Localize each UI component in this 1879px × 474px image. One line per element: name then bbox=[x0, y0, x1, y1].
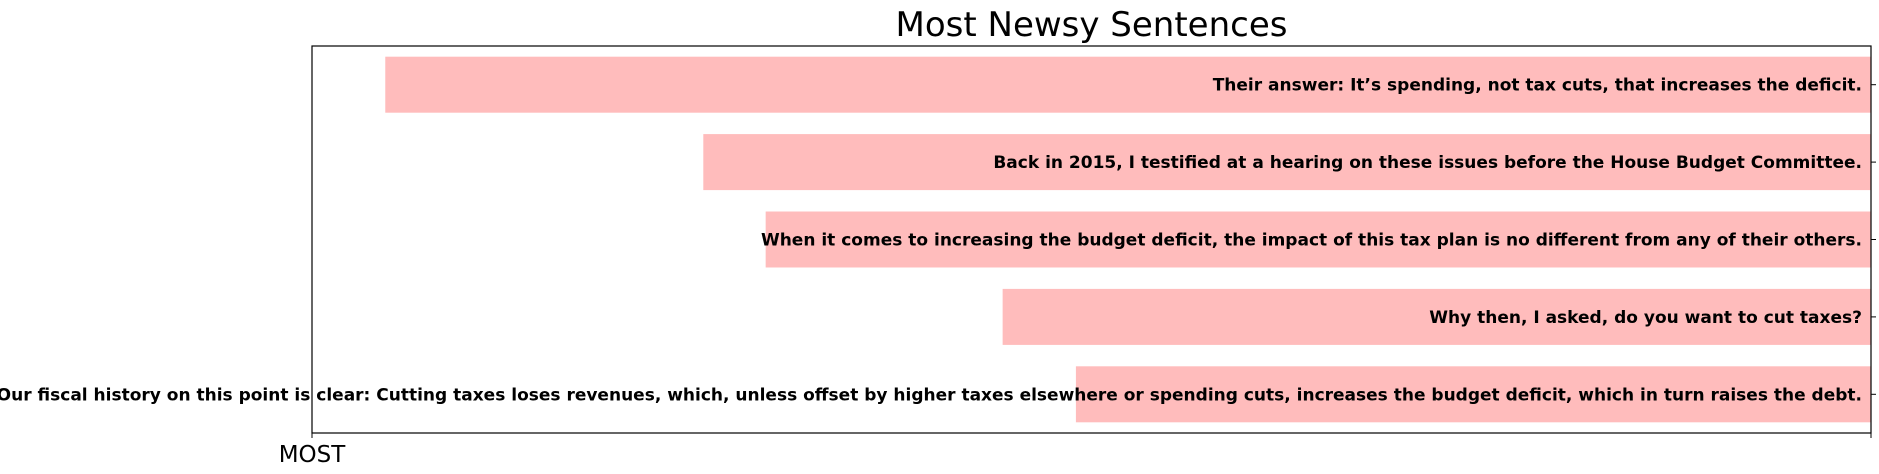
bar bbox=[385, 56, 1872, 113]
bar-label: Our fiscal history on this point is clea… bbox=[0, 385, 1862, 405]
bars-layer bbox=[385, 56, 1872, 423]
bar-label: When it comes to increasing the budget d… bbox=[761, 231, 1862, 251]
bar bbox=[1075, 366, 1871, 423]
chart-title: Most Newsy Sentences bbox=[896, 5, 1288, 45]
bar-label: Back in 2015, I testified at a hearing o… bbox=[993, 153, 1862, 173]
x-tick-label: MOST bbox=[279, 442, 347, 468]
ticks-layer: MOST bbox=[279, 84, 1876, 468]
bar-label: Why then, I asked, do you want to cut ta… bbox=[1429, 308, 1862, 328]
bar-labels-layer: Their answer: It’s spending, not tax cut… bbox=[0, 76, 1862, 406]
bar bbox=[1002, 288, 1871, 345]
bar-label: Their answer: It’s spending, not tax cut… bbox=[1213, 76, 1862, 96]
bar bbox=[765, 211, 1872, 268]
bar bbox=[703, 134, 1871, 191]
